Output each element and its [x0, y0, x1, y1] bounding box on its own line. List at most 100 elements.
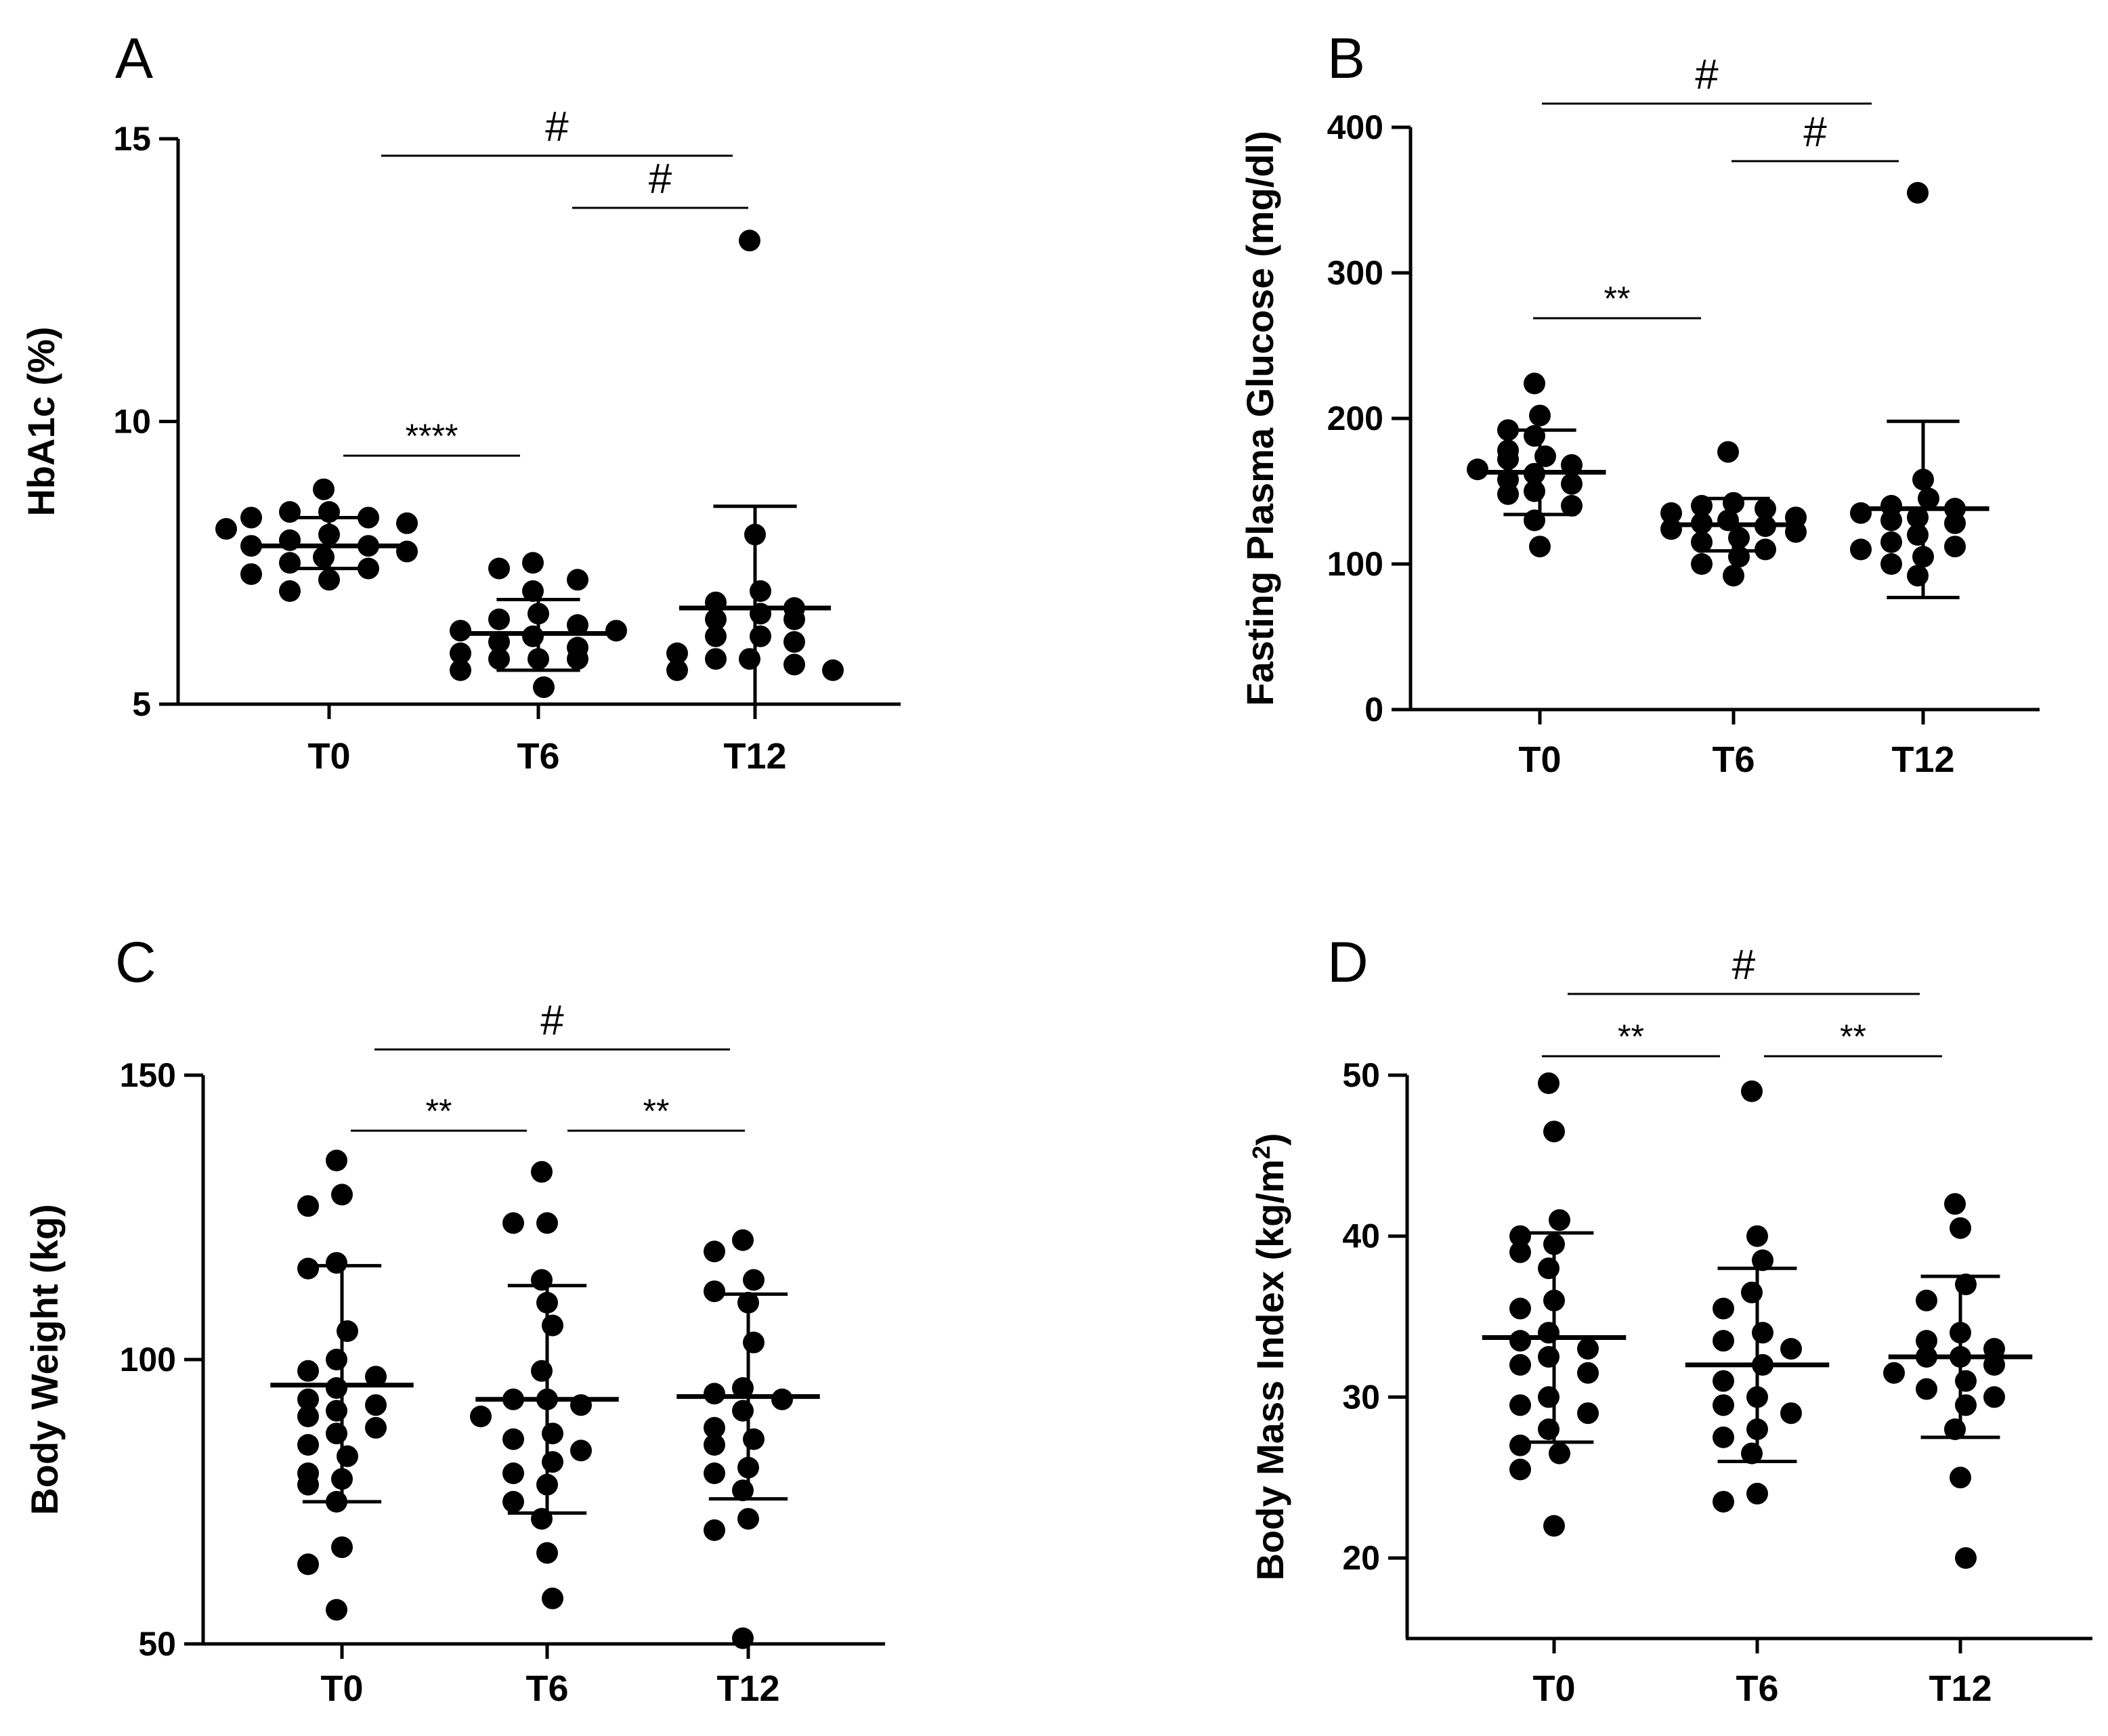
data-point [297, 1473, 319, 1496]
data-point [1660, 502, 1682, 524]
data-point [666, 659, 688, 681]
data-point [1691, 531, 1713, 553]
y-tick-label: 50 [1342, 1056, 1380, 1094]
y-tick-label: 30 [1342, 1378, 1380, 1416]
data-point [1752, 1249, 1773, 1272]
panel-letter: A [115, 26, 153, 90]
data-point [297, 1388, 319, 1410]
data-point [1538, 1257, 1560, 1280]
significance-label: **** [406, 417, 458, 455]
series-t6 [1685, 1080, 1830, 1513]
data-point [1543, 1121, 1565, 1143]
data-point [1577, 1338, 1599, 1360]
data-point [313, 546, 335, 568]
y-tick-label: 15 [113, 120, 151, 158]
data-point [1691, 495, 1713, 517]
significance-label: # [545, 104, 569, 150]
data-point [1524, 372, 1545, 395]
data-point [297, 1257, 319, 1280]
data-point [1741, 1281, 1763, 1303]
data-point [1524, 480, 1545, 502]
data-point [279, 501, 301, 523]
x-tick-label-t0: T0 [1532, 1668, 1575, 1709]
data-point [1538, 1322, 1560, 1344]
data-point [326, 1399, 347, 1422]
data-point [570, 1439, 592, 1462]
data-point [1549, 1209, 1570, 1231]
data-point [704, 1434, 725, 1456]
data-point [1741, 1080, 1763, 1102]
y-axis-title: HbA1c (%) [20, 326, 62, 516]
data-point [337, 1320, 358, 1342]
significance-label: # [1732, 942, 1756, 989]
y-tick-label: 300 [1327, 254, 1383, 292]
data-point [1728, 546, 1750, 568]
data-point [542, 1314, 563, 1337]
y-tick-label: 40 [1342, 1217, 1380, 1255]
data-point [1543, 1515, 1565, 1537]
data-point [450, 659, 471, 681]
data-point [1916, 1289, 1937, 1311]
significance-label: ** [1604, 280, 1631, 318]
data-point [771, 1388, 793, 1410]
data-point [1723, 565, 1744, 587]
data-point [522, 625, 544, 647]
data-point [450, 642, 471, 664]
series-t12 [1883, 1193, 2033, 1569]
data-point [297, 1195, 319, 1217]
y-tick-label: 20 [1342, 1539, 1380, 1577]
data-point [732, 1627, 754, 1649]
data-point [1509, 1394, 1531, 1416]
data-point [732, 1229, 754, 1251]
data-point [1660, 518, 1682, 540]
data-point [1713, 1426, 1734, 1448]
data-point [1509, 1330, 1531, 1352]
data-point [739, 648, 760, 670]
data-point [1529, 536, 1551, 558]
data-point [297, 1406, 319, 1427]
data-point [750, 580, 771, 602]
series-t6 [450, 552, 627, 698]
x-tick-label-t6: T6 [525, 1668, 568, 1709]
data-point [1538, 1386, 1560, 1408]
data-point [704, 1416, 725, 1439]
y-tick-label: 200 [1327, 399, 1383, 437]
data-point [822, 659, 844, 681]
data-point [542, 1587, 563, 1609]
data-point [533, 676, 555, 698]
data-point [1717, 441, 1739, 463]
data-point [1497, 448, 1519, 471]
data-point [1955, 1370, 1977, 1392]
chart-panel-d: D 20 30 40 50 Body Mass Index (kg/m2) T0 T6 T12 *… [1247, 930, 2092, 1709]
x-tick-label-t6: T6 [1712, 739, 1755, 780]
data-point [704, 1462, 725, 1484]
data-point [705, 608, 727, 630]
x-tick-label-t6: T6 [517, 736, 559, 777]
data-point [1538, 1418, 1560, 1440]
significance-label: # [1695, 51, 1719, 98]
data-point [297, 1553, 319, 1576]
data-point [1752, 1322, 1773, 1344]
data-point [502, 1462, 524, 1484]
y-axis-title: Body Mass Index (kg/m2) [1247, 1133, 1292, 1580]
data-point [450, 620, 471, 642]
data-point [1944, 536, 1966, 558]
data-point [1907, 565, 1929, 587]
x-tick-label-t12: T12 [716, 1668, 779, 1709]
series-t0 [1467, 372, 1606, 558]
y-tick-label: 0 [1364, 691, 1383, 729]
significance-label: # [649, 156, 672, 202]
series-t12 [666, 230, 844, 704]
data-point [1561, 495, 1583, 517]
data-point [488, 631, 510, 653]
data-point [297, 1360, 319, 1382]
data-point [1983, 1386, 2005, 1408]
data-point [365, 1366, 387, 1388]
data-point [750, 625, 771, 647]
data-point [1713, 1394, 1734, 1416]
data-point [240, 563, 262, 585]
data-point [1944, 1193, 1966, 1215]
data-point [1907, 181, 1929, 204]
series-t6 [470, 1160, 619, 1609]
